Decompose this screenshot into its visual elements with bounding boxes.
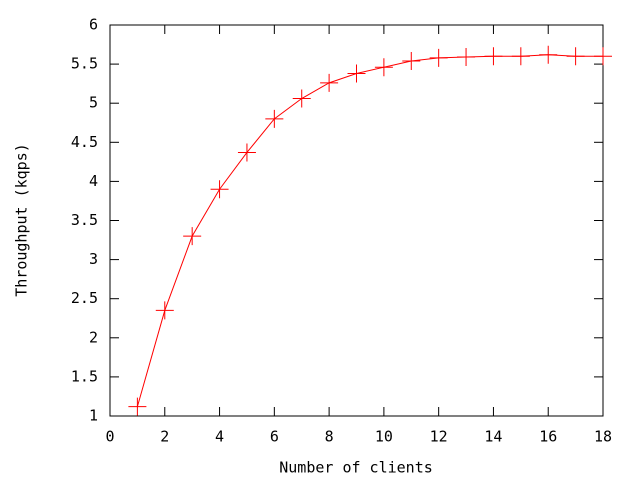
x-tick-label: 2: [160, 428, 169, 446]
x-tick-label: 6: [270, 428, 279, 446]
point-marker: [594, 47, 612, 66]
x-tick-label: 4: [215, 428, 224, 446]
y-tick-label: 6: [89, 16, 98, 34]
y-tick-label: 4.5: [71, 133, 98, 151]
y-tick-label: 1.5: [71, 367, 98, 385]
x-axis-label: Number of clients: [279, 459, 433, 477]
point-marker: [292, 89, 311, 108]
point-marker: [128, 397, 147, 416]
x-tick-label: 10: [375, 428, 393, 446]
x-tick-label: 16: [539, 428, 557, 446]
y-tick-label: 4: [89, 172, 98, 190]
point-marker: [210, 180, 229, 199]
point-marker: [484, 47, 503, 66]
point-marker: [511, 47, 530, 66]
y-tick-label: 5: [89, 94, 98, 112]
y-tick-label: 1: [89, 407, 98, 425]
point-marker: [374, 58, 393, 77]
point-marker: [566, 47, 585, 66]
point-marker: [320, 73, 339, 92]
x-tick-label: 14: [484, 428, 502, 446]
point-marker: [402, 51, 421, 70]
series-line: [136, 54, 603, 407]
point-marker: [347, 64, 366, 83]
x-tick-label: 18: [594, 428, 612, 446]
x-tick-label: 0: [105, 428, 114, 446]
point-marker: [183, 227, 202, 246]
y-tick-label: 3: [89, 250, 98, 268]
point-marker: [539, 45, 558, 64]
point-marker: [237, 143, 256, 162]
y-axis-label: Throughput (kqps): [13, 143, 31, 297]
plot-frame: [109, 24, 604, 417]
point-marker: [265, 109, 284, 128]
point-marker: [155, 301, 174, 320]
y-tick-label: 3.5: [71, 211, 98, 229]
point-marker: [429, 48, 448, 67]
y-tick-label: 5.5: [71, 55, 98, 73]
y-tick-label: 2.5: [71, 289, 98, 307]
point-marker: [457, 48, 476, 67]
x-tick-label: 12: [430, 428, 448, 446]
y-tick-label: 2: [89, 328, 98, 346]
x-tick-label: 8: [325, 428, 334, 446]
